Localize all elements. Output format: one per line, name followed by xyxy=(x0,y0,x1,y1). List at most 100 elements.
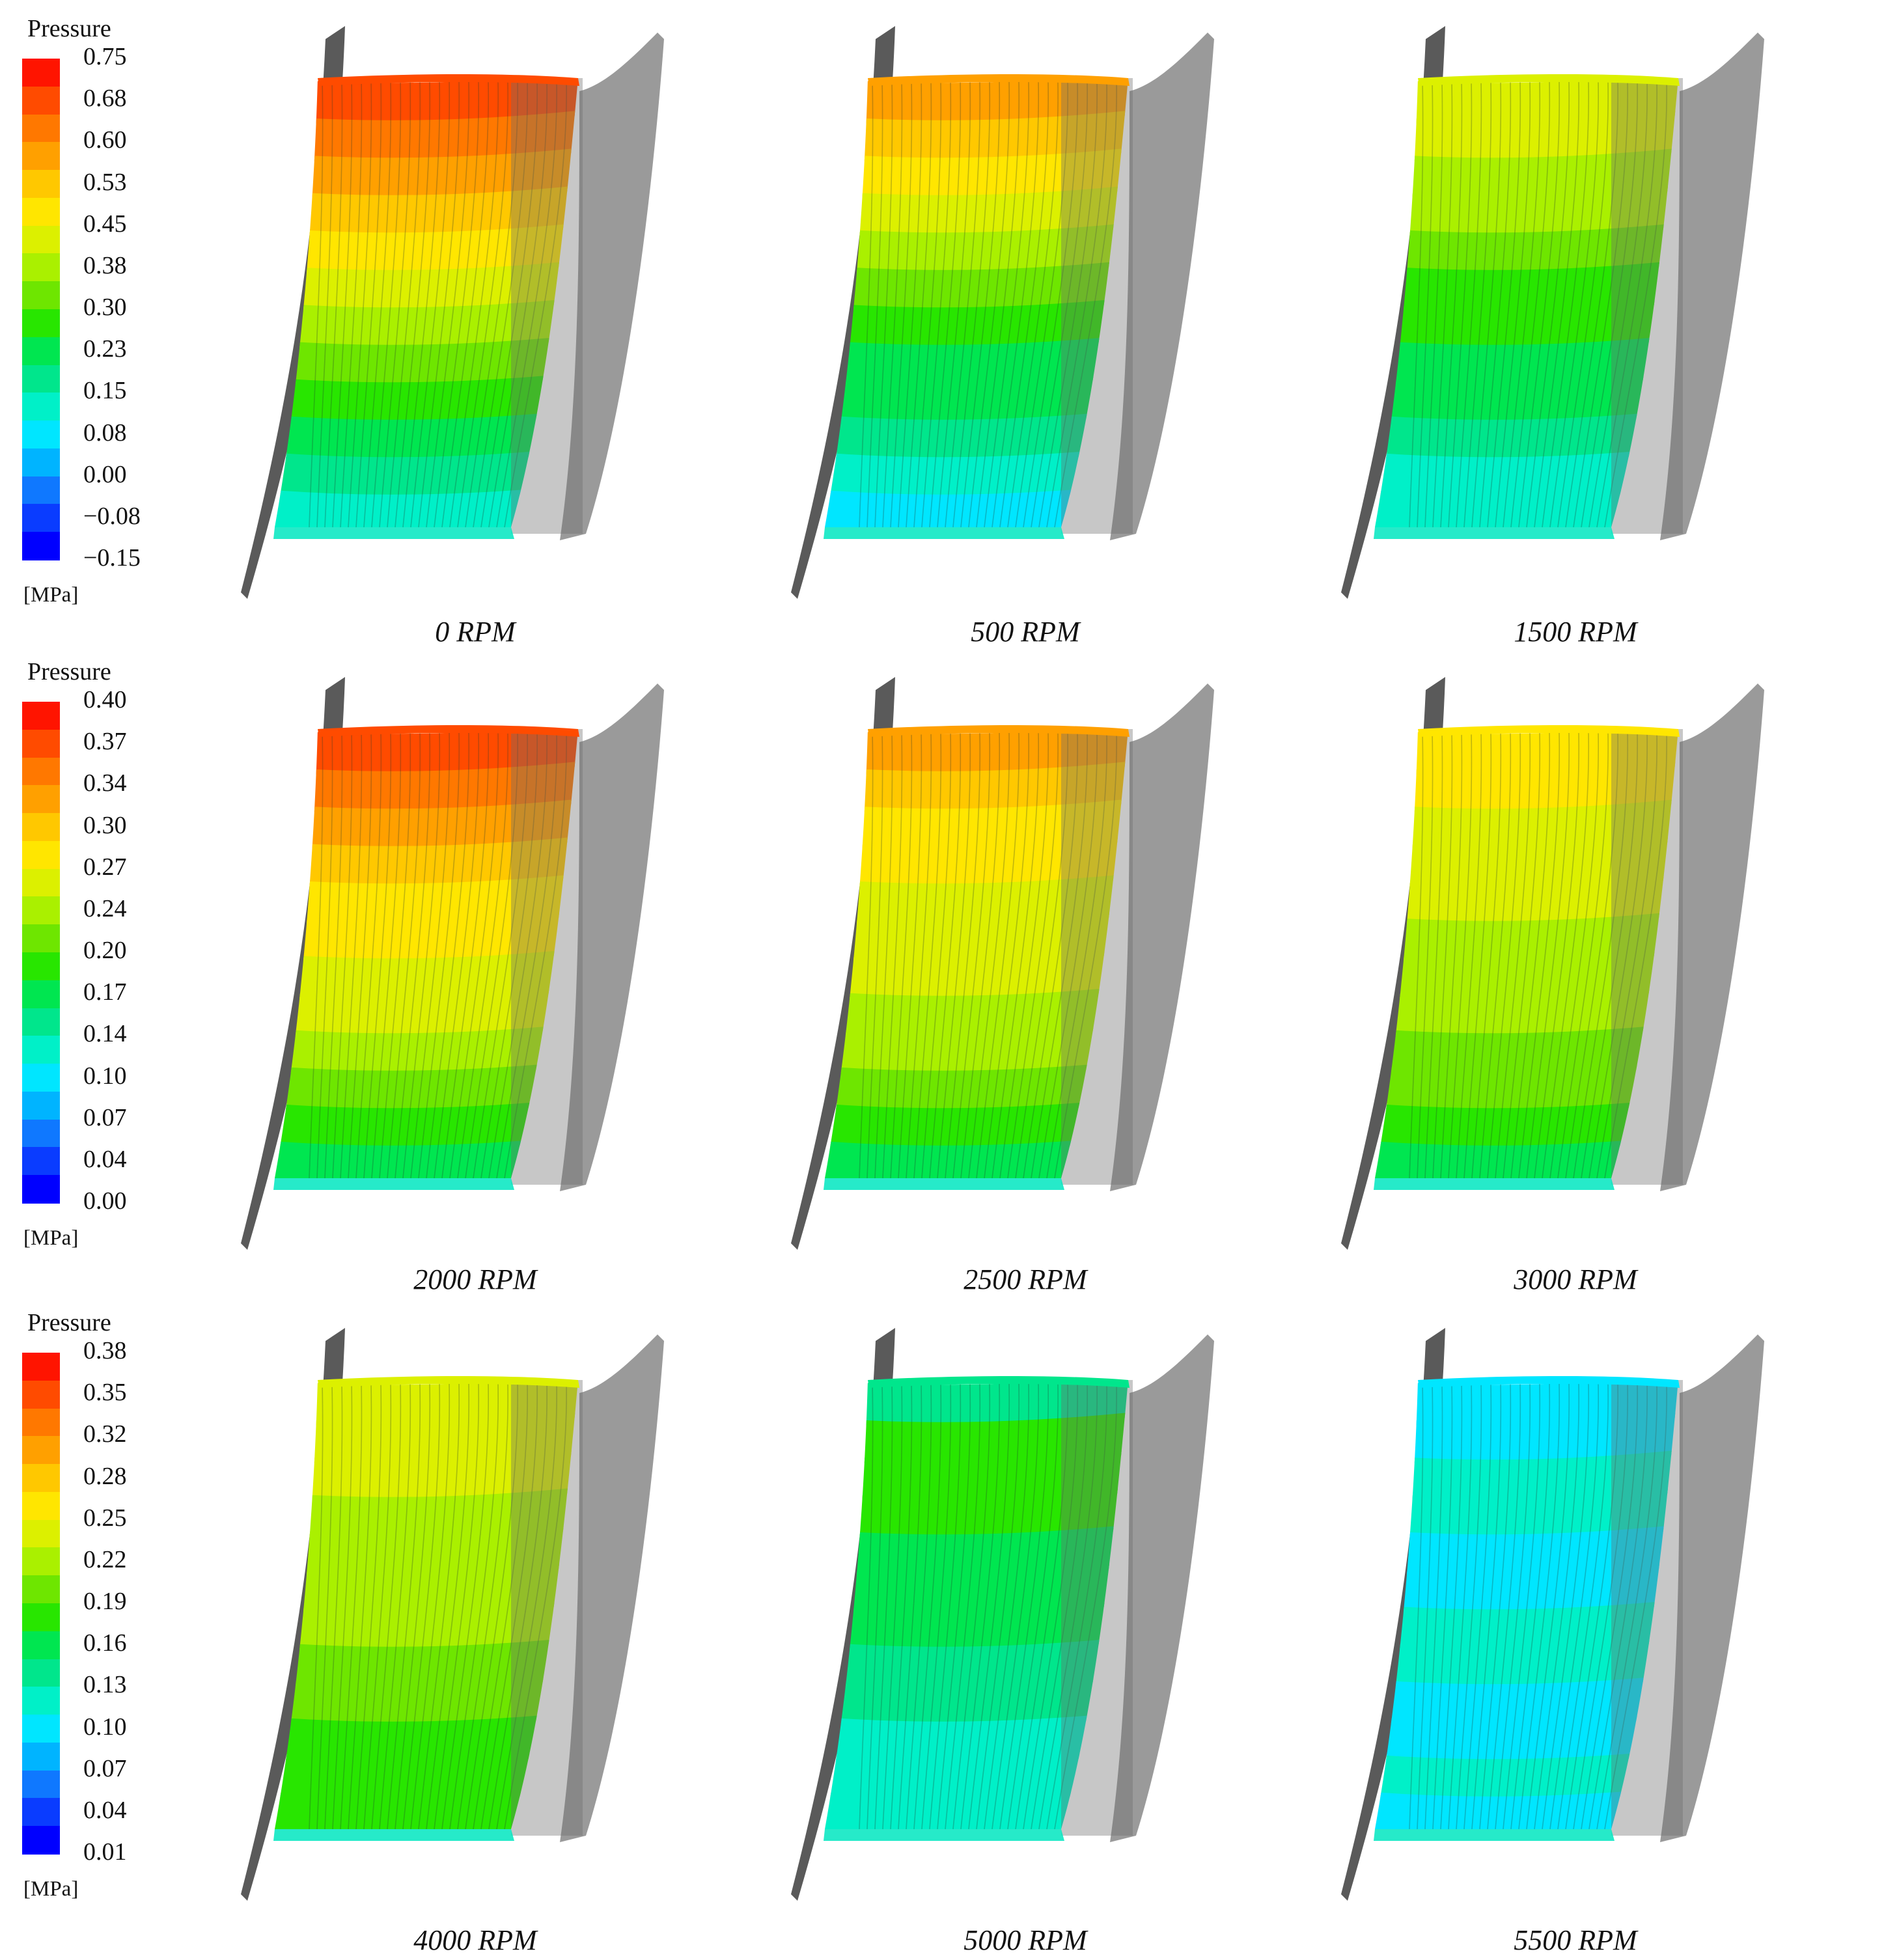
contour-band xyxy=(825,983,1128,1039)
contour-band xyxy=(825,332,1128,388)
streamline xyxy=(1518,732,1560,1178)
streamline xyxy=(480,81,538,527)
streamline xyxy=(434,1383,480,1829)
streamline xyxy=(496,732,557,1178)
streamline xyxy=(1495,1383,1531,1829)
legend-color-step xyxy=(22,114,60,143)
streamline xyxy=(418,1383,460,1829)
legend-color-step xyxy=(22,1519,60,1549)
transparent-casing-overlay xyxy=(1611,1380,1683,1836)
blade-panel xyxy=(241,677,664,1250)
streamline xyxy=(913,1383,942,1829)
streamline xyxy=(890,1383,913,1829)
streamline xyxy=(1038,81,1098,527)
blade-tip-edge xyxy=(868,74,1130,86)
streamline xyxy=(1549,1383,1600,1829)
contour-band xyxy=(275,796,578,851)
streamline xyxy=(426,1383,470,1829)
streamline xyxy=(441,81,490,527)
streamline xyxy=(1015,81,1069,527)
streamline xyxy=(991,1383,1040,1829)
streamline xyxy=(1487,81,1521,527)
streamline xyxy=(1054,81,1117,527)
legend-tick-label: 0.04 xyxy=(83,1796,127,1824)
streamline xyxy=(1526,1383,1570,1829)
streamline xyxy=(1581,732,1639,1178)
contour-band xyxy=(825,182,1128,238)
blade-tip-edge xyxy=(318,725,579,737)
contour-band xyxy=(275,871,578,926)
legend-colorbar xyxy=(22,59,60,560)
streamline xyxy=(1549,81,1600,527)
blade-hub-edge xyxy=(1374,1829,1615,1841)
streamline xyxy=(387,732,421,1178)
streamline xyxy=(1054,1383,1117,1829)
blade-hub-edge xyxy=(273,527,514,539)
legend-title: Pressure xyxy=(27,658,111,685)
legend-color-step xyxy=(22,1798,60,1827)
legend-tick-label: 0.23 xyxy=(83,335,127,363)
streamline xyxy=(1424,1383,1443,1829)
legend-tick-label: 0.01 xyxy=(83,1838,127,1866)
streamline xyxy=(1023,81,1079,527)
legend-tick-label: 0.13 xyxy=(83,1671,127,1699)
legend-tick-label: 0.00 xyxy=(83,1187,127,1215)
streamline xyxy=(866,1383,883,1829)
streamline xyxy=(866,81,883,527)
contour-band xyxy=(825,1096,1128,1151)
streamline xyxy=(1510,732,1551,1178)
rpm-label: 1500 RPM xyxy=(1514,616,1637,648)
streamline xyxy=(1015,1383,1069,1829)
contour-band xyxy=(275,1709,578,1765)
legend-color-step xyxy=(22,1631,60,1660)
rpm-label: 2000 RPM xyxy=(413,1263,537,1295)
contour-band xyxy=(275,107,578,163)
streamline xyxy=(890,732,913,1178)
contour-band xyxy=(1375,1021,1678,1076)
streamline xyxy=(991,732,1040,1178)
streamline xyxy=(1495,81,1531,527)
transparent-casing-overlay xyxy=(511,1380,583,1836)
legend-color-step xyxy=(22,393,60,421)
legend-color-step xyxy=(22,980,60,1009)
contour-band xyxy=(1375,220,1678,275)
streamline xyxy=(1463,1383,1492,1829)
contour-band xyxy=(275,407,578,463)
legend-color-step xyxy=(22,924,60,953)
streamline xyxy=(1471,732,1502,1178)
legend-tick-label: −0.15 xyxy=(83,544,141,572)
streamline xyxy=(952,81,991,527)
contour-band xyxy=(1375,796,1678,851)
streamline xyxy=(1588,732,1648,1178)
streamline xyxy=(1417,81,1434,527)
legend-title: Pressure xyxy=(27,1309,111,1336)
streamline xyxy=(874,732,893,1178)
blade-tip-edge xyxy=(318,1376,579,1388)
streamline xyxy=(465,81,519,527)
streamline xyxy=(882,81,903,527)
contour-band xyxy=(1375,1709,1678,1765)
contour-band xyxy=(1375,908,1678,964)
legend-color-step xyxy=(22,421,60,449)
legend-tick-label: 0.16 xyxy=(83,1629,127,1657)
pressure-legend-row-1: Pressure 0.75 0.68 0.60 0.53 0.45 0.38 0.30 0.23… xyxy=(0,14,247,633)
streamline xyxy=(418,732,460,1178)
legend-tick-label: 0.19 xyxy=(83,1588,127,1615)
legend-color-step xyxy=(22,253,60,282)
legend-tick-label: 0.27 xyxy=(83,853,127,881)
rpm-label: 5000 RPM xyxy=(963,1924,1087,1956)
streamline xyxy=(449,1383,499,1829)
streamline xyxy=(906,732,932,1178)
rpm-label: 0 RPM xyxy=(435,616,516,648)
streamline xyxy=(480,1383,538,1829)
contour-band xyxy=(825,871,1128,926)
streamlines xyxy=(309,81,567,527)
transparent-casing-overlay xyxy=(511,729,583,1185)
contour-band xyxy=(1375,445,1678,500)
streamline xyxy=(1557,81,1609,527)
streamline xyxy=(473,1383,529,1829)
streamline xyxy=(859,732,874,1178)
streamline xyxy=(355,732,382,1178)
transparent-casing-overlay xyxy=(1611,78,1683,534)
streamline xyxy=(1604,81,1667,527)
